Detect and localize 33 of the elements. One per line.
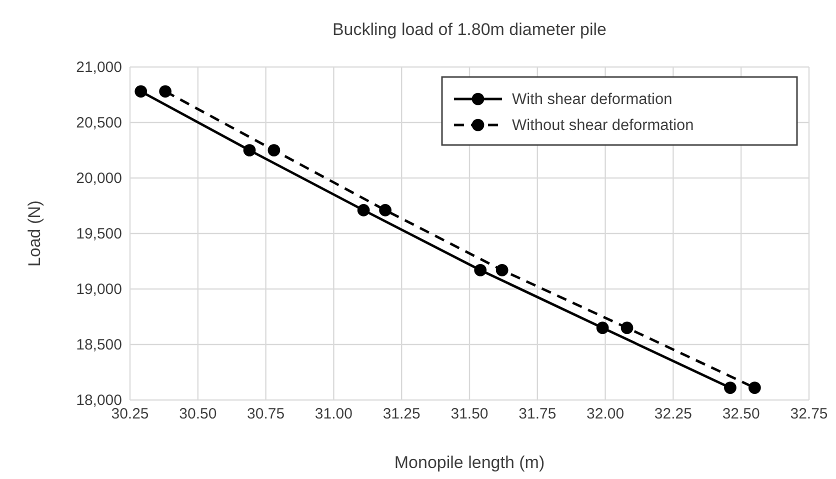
- point: [596, 322, 609, 334]
- point: [159, 85, 172, 98]
- point: [496, 264, 508, 276]
- legend-label: With shear deformation: [512, 91, 672, 108]
- point: [724, 382, 736, 394]
- x-tick-label: 32.00: [586, 406, 624, 423]
- y-tick-label: 18,500: [76, 336, 122, 354]
- point: [379, 204, 392, 216]
- x-tick-label: 31.75: [518, 406, 556, 423]
- y-tick-label: 20,000: [76, 170, 122, 187]
- x-tick-label: 32.25: [654, 406, 692, 423]
- y-tick-label: 19,000: [76, 280, 122, 298]
- x-tick-label: 32.50: [722, 406, 760, 423]
- y-tick-label: 19,500: [76, 225, 122, 242]
- x-tick-label: 30.50: [179, 406, 217, 423]
- legend-label: Without shear deformation: [512, 117, 694, 134]
- y-axis-title: Load (N): [25, 200, 44, 267]
- point: [134, 85, 148, 98]
- y-tick-label: 21,000: [76, 58, 122, 76]
- point: [748, 382, 761, 394]
- chart-title: Buckling load of 1.80m diameter pile: [332, 20, 607, 39]
- point: [243, 144, 256, 156]
- point: [357, 204, 370, 216]
- point: [620, 322, 634, 334]
- point: [474, 264, 487, 276]
- x-tick-label: 31.25: [382, 406, 420, 423]
- x-axis-title: Monopile length (m): [394, 453, 545, 472]
- x-tick-label: 31.50: [450, 406, 488, 423]
- y-tick-label: 20,500: [76, 114, 122, 132]
- x-tick-label: 31.00: [314, 406, 352, 423]
- x-tick-label: 32.75: [790, 406, 828, 423]
- point: [268, 144, 280, 156]
- x-tick-label: 30.75: [247, 406, 285, 423]
